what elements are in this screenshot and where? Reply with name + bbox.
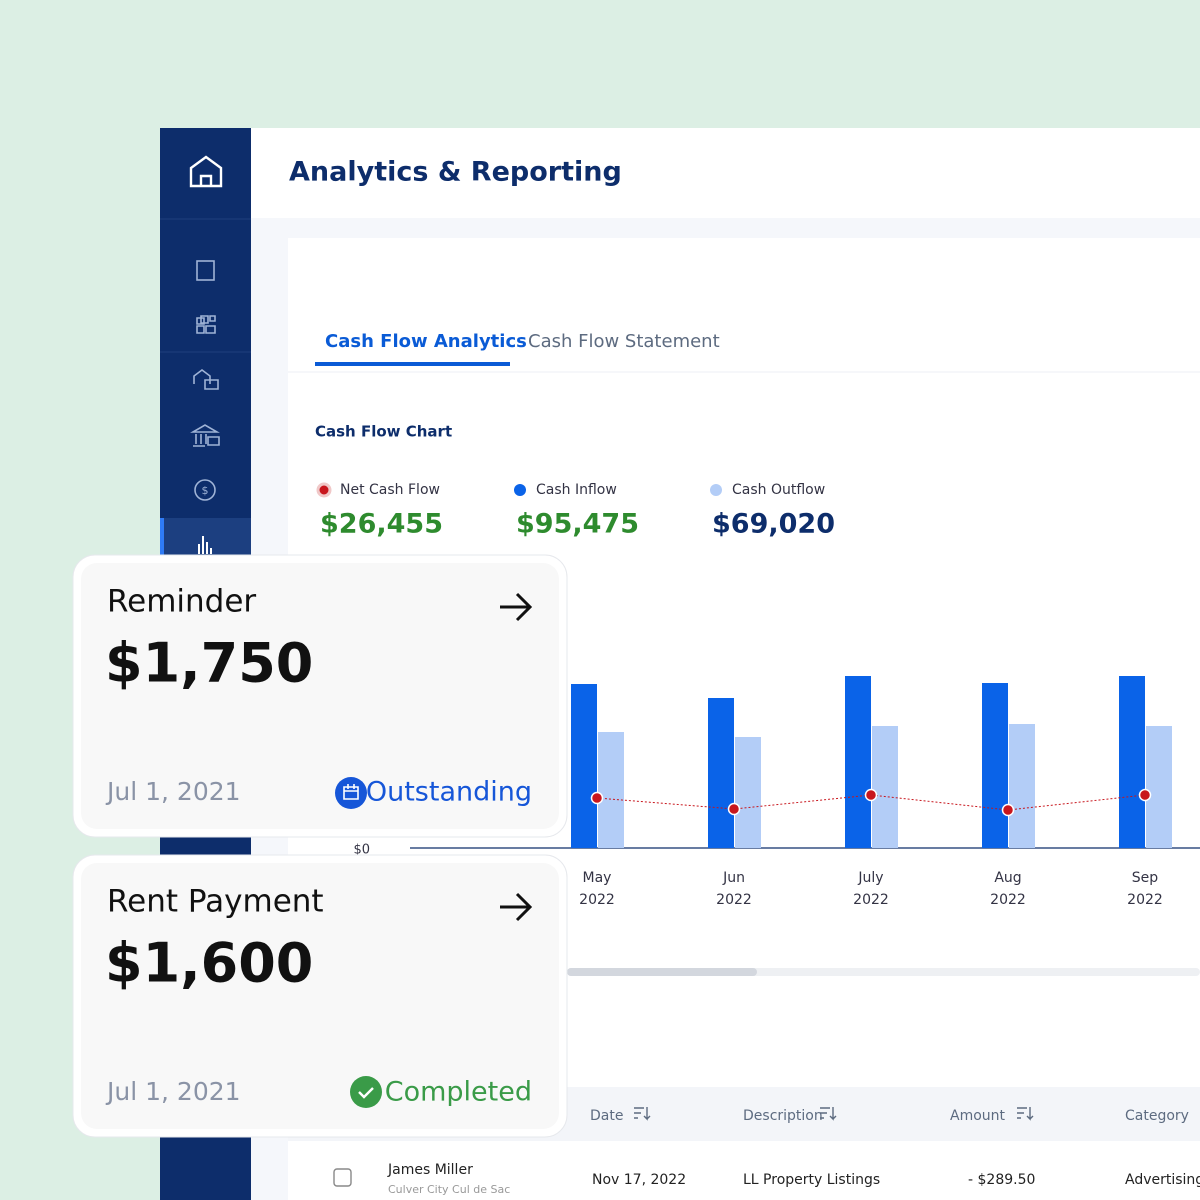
legend-label: Net Cash Flow (340, 482, 440, 498)
bar (1009, 724, 1035, 848)
table: Date Description Amount Category James Mille… (333, 1107, 1200, 1196)
bar (1119, 676, 1145, 848)
table-cell: LL Property Listings (743, 1172, 880, 1188)
card-title: Rent Payment (107, 884, 324, 920)
bar (982, 683, 1008, 848)
net-point (1001, 803, 1015, 817)
bar (872, 726, 898, 848)
card-date: Jul 1, 2021 (105, 777, 241, 806)
sort-icon (820, 1107, 837, 1121)
card-title: Reminder (107, 584, 256, 620)
nav-banking[interactable] (190, 424, 220, 447)
legend-total: $26,455 (320, 509, 443, 540)
card-date: Jul 1, 2021 (105, 1077, 241, 1106)
sort-icon (1017, 1107, 1034, 1121)
nav-dashboard[interactable] (196, 315, 216, 334)
nav-active-bg (160, 518, 251, 560)
table-cell: Advertising (1125, 1172, 1200, 1188)
x-tick-label: May 2022 (579, 870, 615, 908)
legend-swatch (710, 484, 722, 496)
nav-icons: $ (160, 260, 251, 560)
status-icon (335, 777, 367, 809)
card-amount: $1,600 (105, 932, 313, 995)
column-header[interactable]: Amount (950, 1108, 1006, 1124)
logo[interactable] (189, 155, 223, 188)
column-header[interactable]: Description (743, 1108, 823, 1124)
table-cell: James Miller (387, 1162, 473, 1178)
nav-active-indicator (160, 518, 164, 560)
tab-underline (315, 362, 510, 366)
bar (708, 698, 734, 848)
arrow-icon[interactable] (500, 592, 533, 622)
nav-payments[interactable] (194, 479, 216, 501)
scroll-thumb[interactable] (567, 968, 757, 976)
net-point (1138, 788, 1152, 802)
tab-active[interactable]: Cash Flow Analytics (325, 331, 527, 352)
bar (598, 732, 624, 848)
legend-swatch (514, 484, 526, 496)
legend-label: Cash Inflow (536, 482, 617, 498)
tab[interactable]: Cash Flow Statement (528, 331, 720, 352)
card (81, 863, 559, 1129)
bar (1146, 726, 1172, 848)
legend-total: $69,020 (712, 509, 835, 540)
net-point (590, 791, 604, 805)
legend-total: $95,475 (516, 509, 639, 540)
calendar-glyph (343, 784, 359, 800)
y-tick-label: $0 (353, 843, 370, 858)
sort-icon (634, 1107, 651, 1121)
card (81, 563, 559, 829)
table-cell: Nov 17, 2022 (592, 1172, 686, 1188)
net-point (727, 802, 741, 816)
card-status: Completed (385, 1077, 532, 1108)
x-tick-label: Sep 2022 (1127, 870, 1163, 908)
card-status: Outstanding (366, 777, 532, 808)
nav-tasks[interactable] (196, 260, 215, 281)
chart: $0 May 2022 Jun 2022 July 2022 Aug 2022 Sep 2022 (353, 676, 1200, 908)
net-point (864, 788, 878, 802)
column-header[interactable]: Category (1125, 1108, 1189, 1124)
legend: Net Cash Flow $26,455 Cash Inflow $95,475 Ca… (316, 482, 835, 540)
cards: Reminder $1,750 Jul 1, 2021 Outstanding Rent… (72, 554, 568, 1138)
chart-title: Cash Flow Chart (315, 423, 452, 441)
x-tick-label: Jun 2022 (716, 870, 752, 908)
nav-analytics[interactable] (198, 536, 212, 554)
status-icon (350, 1076, 382, 1108)
header-bar (251, 128, 1200, 218)
bar (571, 684, 597, 848)
bar (845, 676, 871, 848)
card-amount: $1,750 (105, 632, 313, 695)
check-glyph (358, 1087, 374, 1099)
page-title: Analytics & Reporting (289, 157, 622, 188)
arrow-icon[interactable] (500, 892, 533, 922)
legend-label: Cash Outflow (732, 482, 825, 498)
legend-swatch (316, 482, 332, 498)
table-cell: Culver City Cul de Sac (388, 1183, 510, 1196)
x-tick-label: July 2022 (853, 870, 889, 908)
x-tick-label: Aug 2022 (990, 870, 1026, 908)
row-checkbox[interactable] (333, 1168, 352, 1187)
bar (735, 737, 761, 848)
nav-properties[interactable] (193, 369, 219, 390)
nav-payments-glyph: $ (202, 484, 209, 497)
column-header[interactable]: Date (590, 1108, 623, 1124)
table-cell: - $289.50 (968, 1172, 1035, 1188)
